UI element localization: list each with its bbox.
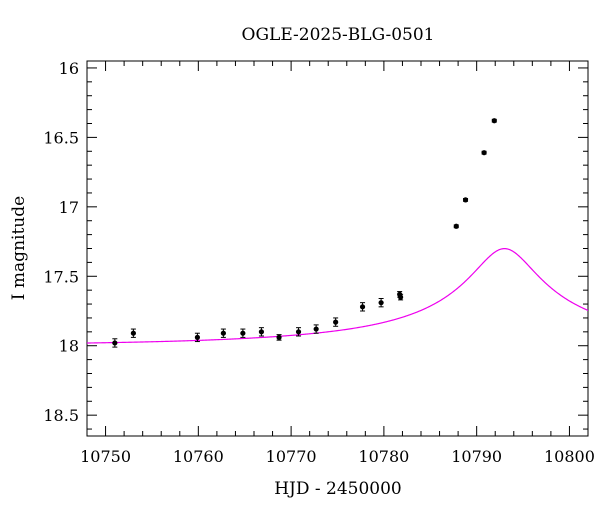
data-point <box>295 327 302 337</box>
y-tick-label: 18 <box>59 337 79 356</box>
axis-tick-labels: 10750 10760 10770 10780 10790 10800 16 16.5 17 17… <box>43 59 595 466</box>
plot-area: 10750 10760 10770 10780 10790 10800 16 16.5 17 17… <box>43 59 595 466</box>
point-marker <box>333 319 339 325</box>
x-tick-label: 10750 <box>80 447 131 466</box>
point-marker <box>130 330 136 336</box>
axis-ticks <box>86 61 589 436</box>
data-points <box>112 118 497 348</box>
point-marker <box>462 197 469 203</box>
point-marker <box>491 118 497 124</box>
point-marker <box>453 223 459 229</box>
data-point <box>462 197 469 203</box>
model-curve <box>87 248 588 344</box>
x-tick-label: 10760 <box>173 447 224 466</box>
y-tick-label: 18.5 <box>43 406 79 425</box>
y-tick-label: 16.5 <box>43 128 79 147</box>
data-point <box>130 328 136 338</box>
point-marker <box>359 304 366 310</box>
y-tick-label: 17.5 <box>43 267 79 286</box>
point-marker <box>481 150 487 156</box>
point-marker <box>313 326 319 332</box>
data-point <box>276 334 282 341</box>
y-tick-label: 16 <box>59 59 79 78</box>
x-tick-label: 10770 <box>266 447 317 466</box>
point-marker <box>378 300 384 306</box>
data-point <box>240 328 246 338</box>
point-marker <box>258 329 265 335</box>
data-point <box>112 338 118 348</box>
plot-frame <box>86 60 589 437</box>
point-marker <box>295 329 302 335</box>
point-marker <box>240 330 246 336</box>
data-point <box>453 223 459 229</box>
data-point <box>491 118 497 124</box>
x-tick-label: 10800 <box>544 447 595 466</box>
data-point <box>220 328 226 338</box>
y-tick-label: 17 <box>59 198 79 217</box>
data-point <box>378 298 384 308</box>
point-marker <box>276 334 282 340</box>
point-marker <box>397 294 404 300</box>
x-axis-label: HJD - 2450000 <box>274 479 402 499</box>
x-tick-label: 10790 <box>451 447 502 466</box>
y-axis-label: I magnitude <box>9 196 29 300</box>
data-point <box>481 150 487 156</box>
chart-title: OGLE-2025-BLG-0501 <box>242 25 435 45</box>
data-point <box>397 293 404 301</box>
data-point <box>258 327 265 337</box>
data-point <box>359 302 366 312</box>
data-point <box>333 317 339 327</box>
data-point <box>313 324 319 334</box>
data-point <box>194 332 201 343</box>
point-marker <box>194 334 201 340</box>
point-marker <box>112 340 118 346</box>
point-marker <box>220 330 226 336</box>
x-tick-label: 10780 <box>358 447 409 466</box>
